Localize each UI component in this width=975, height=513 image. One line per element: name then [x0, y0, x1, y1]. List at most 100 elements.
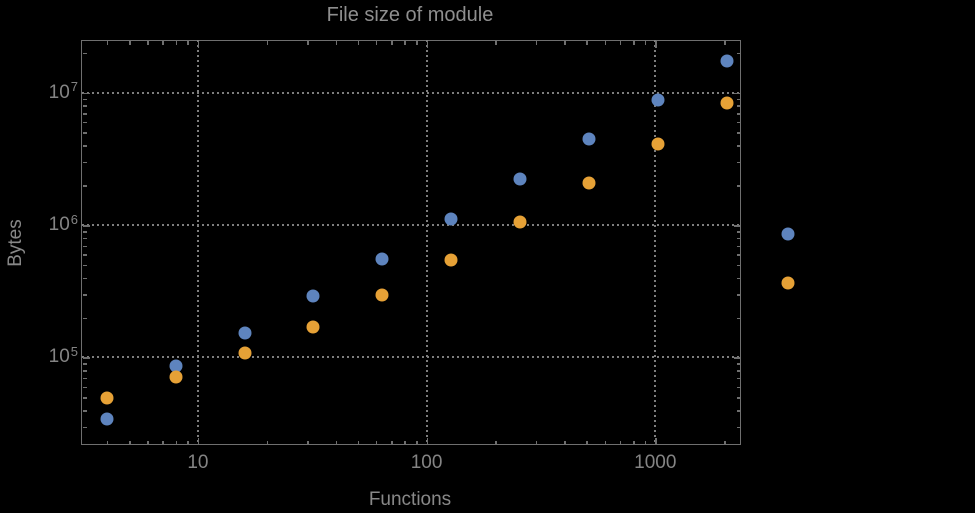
data-point-orange	[651, 137, 665, 151]
data-point-blue	[513, 172, 527, 186]
x-tick-label: 1000	[634, 452, 677, 473]
data-point-blue	[582, 132, 596, 146]
x-tick	[375, 41, 378, 45]
chart-title: File size of module	[326, 4, 494, 26]
x-tick	[586, 440, 588, 445]
y-tick	[82, 386, 87, 389]
y-tick	[736, 363, 741, 365]
data-point-blue	[169, 359, 183, 373]
x-tick	[564, 41, 566, 45]
y-tick	[733, 225, 741, 227]
x-tick	[357, 41, 360, 45]
x-tick	[197, 41, 200, 48]
x-tick	[129, 41, 131, 45]
y-tick	[736, 52, 741, 55]
x-tick	[106, 41, 109, 45]
data-point-orange	[306, 320, 320, 334]
x-tick	[187, 440, 189, 445]
y-tick	[736, 277, 741, 280]
data-point-orange	[444, 253, 458, 267]
x-tick	[307, 440, 309, 445]
y-tick	[82, 231, 87, 233]
x-tick	[495, 440, 497, 445]
x-tick	[655, 437, 657, 445]
y-tick	[736, 317, 741, 320]
y-axis-label: Bytes	[5, 219, 26, 267]
x-tick	[391, 41, 393, 45]
y-tick	[82, 363, 87, 365]
x-gridline	[654, 40, 657, 445]
x-tick	[307, 41, 309, 45]
y-tick	[82, 98, 87, 101]
data-point-blue	[238, 326, 252, 340]
x-tick	[535, 41, 538, 45]
y-tick	[736, 113, 741, 115]
data-point-orange	[169, 370, 183, 384]
x-tick	[426, 41, 429, 48]
data-point-orange	[375, 288, 389, 302]
x-tick	[266, 41, 269, 45]
x-tick	[426, 437, 429, 445]
y-tick	[733, 357, 741, 359]
data-point-orange	[513, 215, 527, 229]
x-tick	[129, 440, 131, 445]
x-tick	[162, 41, 164, 45]
data-point-orange	[238, 346, 252, 360]
y-tick	[82, 397, 87, 399]
x-tick	[162, 440, 164, 445]
y-tick	[736, 121, 741, 124]
x-tick	[106, 440, 109, 445]
y-tick	[82, 245, 87, 247]
x-tick	[197, 437, 200, 445]
x-tick	[586, 41, 588, 45]
y-tick	[736, 231, 741, 233]
y-tick	[82, 161, 87, 164]
x-tick	[175, 440, 178, 445]
y-gridline	[81, 356, 741, 359]
y-tick	[736, 185, 741, 187]
x-tick	[644, 440, 647, 445]
x-tick	[175, 41, 178, 45]
x-tick	[564, 440, 566, 445]
x-axis-label: Functions	[368, 489, 452, 510]
x-tick	[147, 440, 149, 445]
y-tick	[736, 397, 741, 399]
y-tick	[736, 254, 741, 256]
x-tick-label: 10	[187, 452, 209, 473]
data-point-blue	[100, 412, 114, 426]
y-tick	[82, 426, 87, 429]
y-tick-label: 106	[48, 211, 78, 235]
x-tick	[655, 41, 657, 48]
y-tick-label: 107	[48, 79, 78, 103]
data-point-orange	[720, 96, 733, 110]
x-tick	[619, 440, 622, 445]
y-tick	[82, 377, 87, 380]
x-tick	[187, 41, 189, 45]
y-tick	[82, 357, 90, 359]
y-tick	[82, 105, 87, 107]
x-tick-label: 100	[410, 452, 443, 473]
x-tick	[633, 440, 635, 445]
y-tick	[736, 410, 741, 412]
y-gridline	[81, 224, 741, 226]
data-point-orange	[781, 276, 795, 290]
x-tick	[335, 440, 338, 445]
x-tick	[416, 41, 418, 45]
x-tick	[391, 440, 393, 445]
data-point-blue	[720, 54, 733, 68]
y-tick	[82, 113, 87, 115]
y-tick	[82, 254, 87, 256]
y-tick	[82, 264, 87, 267]
x-gridline	[425, 40, 428, 445]
y-tick	[736, 105, 741, 107]
y-tick	[82, 132, 87, 134]
y-tick	[82, 237, 87, 240]
y-tick	[82, 92, 90, 95]
x-tick	[335, 41, 338, 45]
x-tick	[375, 440, 378, 445]
x-tick	[147, 41, 149, 45]
x-tick	[357, 440, 360, 445]
